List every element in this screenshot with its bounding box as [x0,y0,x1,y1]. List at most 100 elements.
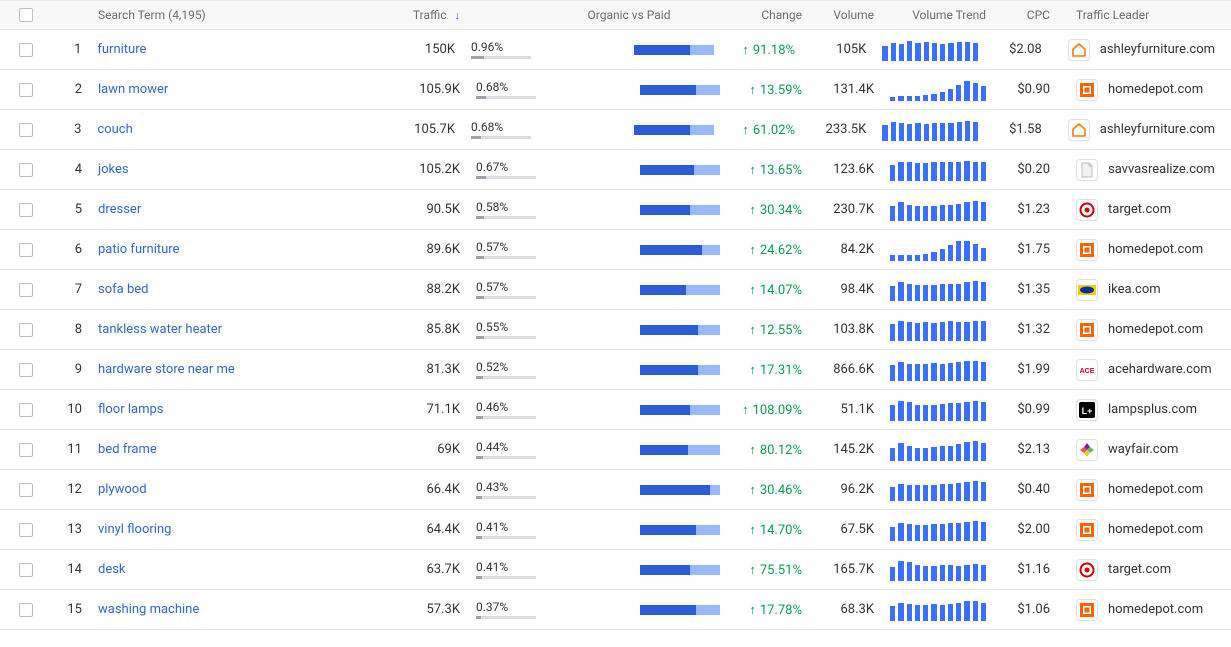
traffic-leader-link[interactable]: acehardware.com [1108,362,1212,377]
arrow-up-icon: ↑ [749,483,756,498]
row-checkbox[interactable] [19,123,33,137]
keyword-table: Search Term (4,195) Traffic ↓ Organic vs… [0,0,1231,630]
row-checkbox[interactable] [19,563,33,577]
traffic-leader-link[interactable]: homedepot.com [1108,242,1203,257]
col-header-volume[interactable]: Volume [810,8,882,22]
leader-favicon: L+ [1076,399,1098,421]
leader-favicon [1076,599,1098,621]
change-value: ↑30.46% [749,483,802,498]
organic-vs-paid-bar [640,485,720,495]
row-checkbox[interactable] [19,43,33,57]
search-term-link[interactable]: desk [98,562,126,577]
search-term-link[interactable]: couch [97,122,132,137]
organic-vs-paid-bar [640,205,720,215]
traffic-pct: 0.41% [476,560,534,579]
search-term-link[interactable]: sofa bed [98,282,148,297]
traffic-leader-link[interactable]: homedepot.com [1108,482,1203,497]
change-value: ↑14.70% [749,523,802,538]
volume-value: 131.4K [810,82,882,97]
table-row: 11 bed frame 69K 0.44% ↑80.12% 145.2K $2… [0,430,1231,470]
search-term-link[interactable]: patio furniture [98,242,179,257]
search-term-link[interactable]: furniture [97,42,146,57]
col-header-traffic[interactable]: Traffic ↓ [398,8,468,22]
volume-trend-sparkline [890,199,990,221]
cpc-value: $1.16 [998,562,1058,577]
row-checkbox[interactable] [19,243,33,257]
traffic-pct: 0.58% [476,200,534,219]
traffic-leader-link[interactable]: wayfair.com [1108,442,1178,457]
leader-favicon [1076,79,1098,101]
row-checkbox[interactable] [19,443,33,457]
row-number: 3 [44,122,90,137]
search-term-link[interactable]: lawn mower [98,82,168,97]
organic-vs-paid-bar [640,525,720,535]
volume-trend-sparkline [890,359,990,381]
col-header-leader[interactable]: Traffic Leader [1058,8,1223,22]
row-checkbox[interactable] [19,323,33,337]
search-term-link[interactable]: washing machine [98,602,199,617]
traffic-leader-link[interactable]: homedepot.com [1108,602,1203,617]
leader-favicon [1068,39,1090,61]
row-number: 13 [44,522,90,537]
table-row: 10 floor lamps 71.1K 0.46% ↑108.09% 51.1… [0,390,1231,430]
traffic-leader-link[interactable]: homedepot.com [1108,82,1203,97]
traffic-value: 64.4K [398,522,468,537]
traffic-value: 89.6K [398,242,468,257]
row-checkbox[interactable] [19,403,33,417]
search-term-link[interactable]: floor lamps [98,402,163,417]
search-term-link[interactable]: tankless water heater [98,322,222,337]
traffic-leader-link[interactable]: ashleyfurniture.com [1100,122,1215,137]
volume-value: 866.6K [810,362,882,377]
row-checkbox[interactable] [19,283,33,297]
col-header-term[interactable]: Search Term (4,195) [90,8,398,22]
select-all-checkbox[interactable] [19,8,33,22]
cpc-value: $1.99 [998,362,1058,377]
change-value: ↑24.62% [749,243,802,258]
traffic-pct: 0.41% [476,520,534,539]
traffic-leader-link[interactable]: ashleyfurniture.com [1100,42,1215,57]
volume-trend-sparkline [890,559,990,581]
leader-favicon: ACE [1076,359,1098,381]
cpc-value: $0.40 [998,482,1058,497]
row-checkbox[interactable] [19,83,33,97]
change-value: ↑30.34% [749,203,802,218]
search-term-link[interactable]: bed frame [98,442,157,457]
traffic-leader-link[interactable]: ikea.com [1108,282,1161,297]
col-header-change[interactable]: Change [716,8,810,22]
svg-text:L+: L+ [1082,406,1093,416]
traffic-leader-link[interactable]: target.com [1108,202,1171,217]
table-row: 13 vinyl flooring 64.4K 0.41% ↑14.70% 67… [0,510,1231,550]
row-checkbox[interactable] [19,523,33,537]
col-header-trend[interactable]: Volume Trend [882,8,998,22]
search-term-link[interactable]: dresser [98,202,141,217]
change-value: ↑13.65% [749,163,802,178]
search-term-link[interactable]: hardware store near me [98,362,235,377]
volume-value: 67.5K [810,522,882,537]
volume-trend-sparkline [890,319,990,341]
volume-trend-sparkline [890,159,990,181]
col-header-ovp[interactable]: Organic vs Paid [542,8,716,22]
table-row: 9 hardware store near me 81.3K 0.52% ↑17… [0,350,1231,390]
traffic-leader-link[interactable]: homedepot.com [1108,522,1203,537]
traffic-pct: 0.37% [476,600,534,619]
leader-favicon [1076,239,1098,261]
search-term-link[interactable]: jokes [98,162,129,177]
search-term-link[interactable]: vinyl flooring [98,522,171,537]
leader-favicon [1076,279,1098,301]
row-checkbox[interactable] [19,163,33,177]
cpc-value: $0.90 [998,82,1058,97]
traffic-leader-link[interactable]: savvasrealize.com [1108,162,1215,177]
row-checkbox[interactable] [19,603,33,617]
row-checkbox[interactable] [19,483,33,497]
svg-text:ACE: ACE [1080,368,1095,375]
traffic-leader-link[interactable]: lampsplus.com [1108,402,1197,417]
row-checkbox[interactable] [19,203,33,217]
col-header-cpc[interactable]: CPC [998,8,1058,22]
row-checkbox[interactable] [19,363,33,377]
search-term-link[interactable]: plywood [98,482,147,497]
traffic-leader-link[interactable]: target.com [1108,562,1171,577]
volume-value: 68.3K [810,602,882,617]
traffic-pct: 0.55% [476,320,534,339]
change-value: ↑75.51% [749,563,802,578]
traffic-leader-link[interactable]: homedepot.com [1108,322,1203,337]
